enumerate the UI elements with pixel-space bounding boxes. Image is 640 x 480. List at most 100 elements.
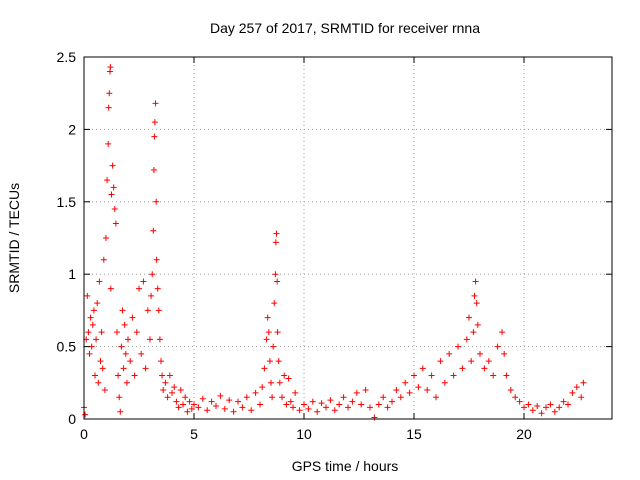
x-tick-label: 15 <box>406 426 422 442</box>
y-axis-label: SRMTID / TECUs <box>6 183 22 293</box>
data-point <box>259 384 266 391</box>
data-point <box>441 379 448 386</box>
data-point <box>380 394 387 401</box>
data-point <box>516 398 523 405</box>
data-point <box>112 220 119 227</box>
data-point <box>160 387 167 394</box>
data-point <box>283 401 290 408</box>
data-point <box>154 285 161 292</box>
data-point <box>152 100 159 107</box>
y-tick-label: 1.5 <box>57 194 77 210</box>
data-point <box>474 321 481 328</box>
data-point <box>169 389 175 396</box>
data-point <box>123 379 130 386</box>
data-point <box>371 414 378 421</box>
data-point <box>274 329 281 336</box>
y-tick-label: 1 <box>68 266 76 282</box>
data-point <box>230 408 237 415</box>
data-point <box>221 405 228 412</box>
data-point <box>266 358 273 365</box>
data-point <box>490 372 497 379</box>
data-point <box>199 395 206 402</box>
data-point <box>85 329 92 336</box>
data-point <box>406 389 413 396</box>
plot-frame <box>83 56 613 420</box>
data-point <box>107 285 114 292</box>
data-point <box>257 401 263 408</box>
data-points <box>81 64 587 421</box>
data-point <box>151 133 158 140</box>
data-point <box>119 307 126 314</box>
data-point <box>182 394 189 401</box>
data-point <box>204 407 211 414</box>
data-point <box>96 278 103 285</box>
data-point <box>323 404 329 411</box>
data-point <box>136 285 142 292</box>
data-point <box>226 397 233 404</box>
data-point <box>270 343 277 350</box>
data-point <box>173 398 180 405</box>
data-point <box>140 278 147 285</box>
data-point <box>248 407 255 414</box>
data-point <box>375 401 382 408</box>
data-point <box>415 384 422 391</box>
data-point <box>301 401 307 408</box>
data-point <box>276 379 283 386</box>
data-point <box>397 394 404 401</box>
data-point <box>84 292 91 299</box>
data-point <box>129 314 136 321</box>
data-point <box>468 358 475 365</box>
data-point <box>158 358 164 365</box>
data-point <box>472 278 479 285</box>
data-point <box>362 387 369 394</box>
data-point <box>125 336 131 343</box>
data-point <box>110 184 117 191</box>
data-point <box>411 372 417 379</box>
data-point <box>115 372 122 379</box>
data-point <box>151 119 158 126</box>
data-point <box>175 404 182 411</box>
data-point <box>148 292 155 299</box>
data-point <box>188 405 195 412</box>
data-point <box>208 398 215 405</box>
x-axis-label: GPS time / hours <box>292 458 399 474</box>
data-point <box>106 90 113 97</box>
data-point <box>159 372 166 379</box>
data-point <box>138 350 145 357</box>
data-point <box>433 394 439 401</box>
data-point <box>252 389 259 396</box>
data-point <box>473 300 480 307</box>
data-point <box>155 307 162 314</box>
data-point <box>117 408 124 415</box>
data-point <box>150 166 157 173</box>
data-point <box>98 329 105 336</box>
data-point <box>109 162 116 169</box>
data-point <box>494 343 501 350</box>
data-point <box>565 401 571 408</box>
data-point <box>261 365 268 372</box>
data-point <box>353 389 360 396</box>
data-point <box>318 400 325 407</box>
data-point <box>99 365 106 372</box>
data-point <box>281 372 288 379</box>
data-point <box>263 336 270 343</box>
data-point <box>521 404 527 411</box>
data-point <box>569 389 576 396</box>
data-point <box>166 372 173 379</box>
y-tick-label: 2 <box>68 121 76 137</box>
data-point <box>437 358 444 365</box>
data-point <box>419 365 426 372</box>
axis-ticks: 0 5 10 15 20 0 0.5 1 1.5 2 2.5 <box>57 49 612 442</box>
data-point <box>384 404 391 411</box>
data-point <box>164 394 171 401</box>
data-point <box>560 398 567 405</box>
data-point <box>150 227 157 234</box>
data-point <box>265 329 272 336</box>
data-point <box>107 64 114 71</box>
data-point <box>180 401 186 408</box>
x-tick-label: 20 <box>516 426 532 442</box>
data-point <box>153 198 160 205</box>
data-point <box>547 401 554 408</box>
data-point <box>235 398 241 405</box>
